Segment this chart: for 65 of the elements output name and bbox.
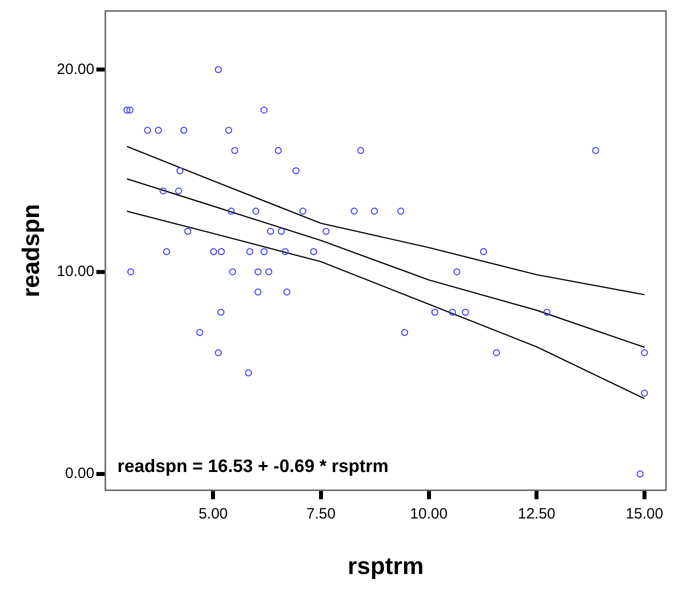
point [592, 147, 600, 154]
point [245, 369, 252, 376]
point [180, 126, 188, 134]
point [231, 147, 238, 154]
point [154, 126, 162, 134]
y-axis-title: readspn [18, 204, 46, 298]
point [493, 349, 500, 356]
point [176, 167, 184, 174]
point [260, 106, 268, 114]
annotation: readspn = 16.53 + -0.69 * rsptrm [117, 456, 388, 476]
x-tick-label: 12.50 [518, 505, 556, 522]
y-tick-label: 0.00 [65, 465, 94, 482]
x-tick-label: 10.00 [410, 505, 448, 522]
point [229, 268, 236, 276]
point [543, 308, 550, 316]
point [636, 470, 644, 478]
point [453, 268, 460, 276]
x-tick-label: 7.50 [306, 505, 336, 522]
point [246, 248, 254, 256]
point [350, 208, 358, 215]
point [357, 147, 364, 154]
point [282, 248, 289, 256]
y-tick-label: 10.00 [56, 262, 94, 280]
point [254, 288, 262, 296]
point [184, 228, 192, 235]
point [214, 66, 222, 74]
point [175, 187, 182, 194]
point [254, 268, 262, 276]
point [160, 187, 167, 194]
point [265, 268, 272, 276]
point [127, 268, 134, 276]
point [640, 390, 648, 397]
point [252, 208, 260, 215]
point [267, 228, 274, 235]
point [217, 308, 224, 316]
point [397, 208, 404, 215]
point [163, 248, 170, 256]
point [310, 248, 318, 256]
point [480, 248, 488, 256]
point [196, 328, 204, 336]
point [210, 248, 218, 256]
point [260, 248, 268, 256]
point [449, 308, 456, 316]
point [214, 349, 222, 356]
point [640, 349, 648, 356]
point [283, 288, 290, 296]
point [144, 126, 152, 134]
x-axis-title: rsptrm [348, 553, 424, 580]
point [218, 248, 225, 256]
point [322, 228, 330, 235]
point [431, 308, 438, 316]
point [292, 167, 300, 174]
point [462, 308, 469, 316]
point [274, 147, 282, 154]
x-tick-label: 5.00 [198, 505, 228, 522]
point [278, 228, 285, 235]
point [225, 126, 232, 134]
point [401, 328, 408, 336]
x-tick-label: 15.00 [626, 505, 664, 522]
point [123, 106, 130, 114]
point [299, 208, 306, 215]
y-tick-label: 20.00 [56, 60, 94, 78]
point [228, 208, 235, 215]
point [126, 106, 134, 114]
point [370, 208, 378, 215]
